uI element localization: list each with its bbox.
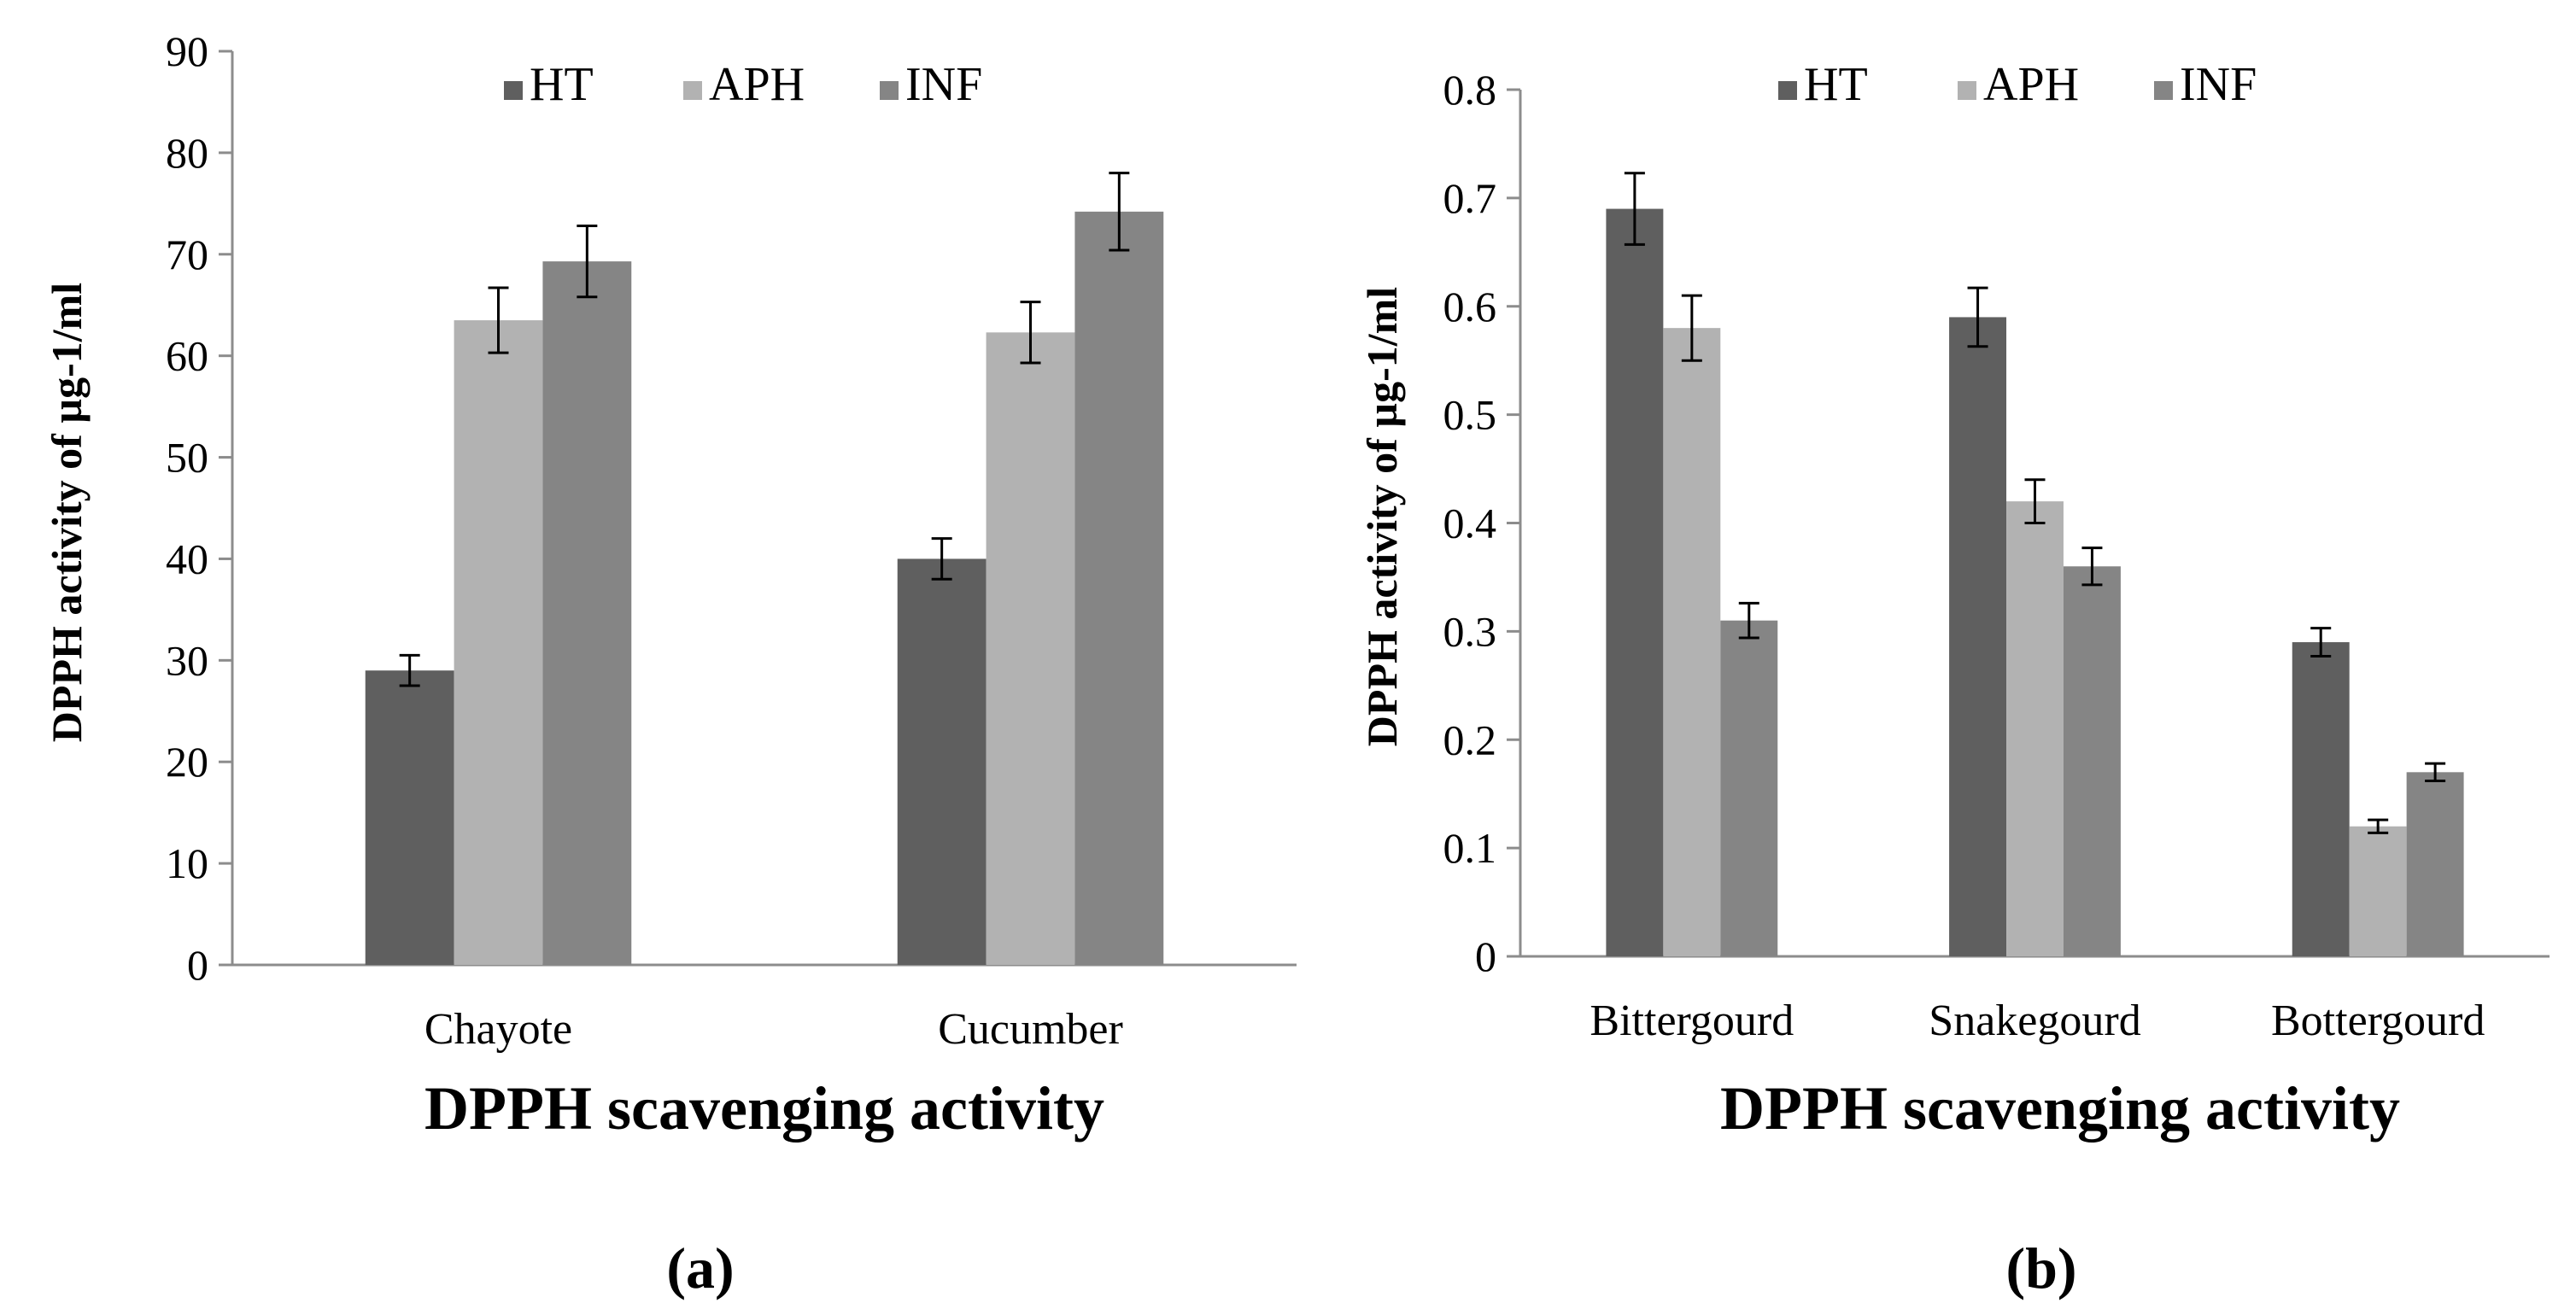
- bar-ht: [1606, 208, 1664, 956]
- error-bar: [1109, 172, 1130, 252]
- error-bar: [1738, 601, 1759, 640]
- y-tick-label: 30: [166, 636, 208, 684]
- bar-ht: [897, 558, 986, 965]
- x-axis-title: DPPH scavenging activity: [424, 1074, 1104, 1143]
- error-bar: [488, 286, 509, 354]
- chart-panel-b: 0 0.1 0.2 0.3 0.4 0.5 0.6 0.7 0.8 Bittergourd Snak…: [1358, 58, 2550, 1300]
- y-tick-label: 0.6: [1443, 283, 1497, 330]
- y-tick-label: 0: [187, 941, 208, 989]
- y-axis-title: DPPH activity of µg-1/ml: [43, 283, 91, 743]
- error-bar: [931, 537, 952, 581]
- y-tick-label: 60: [166, 332, 208, 380]
- y-tick-label: 90: [166, 27, 208, 75]
- chart-panel-a: 0 10 20 30 40 50 60 70 80 90 Chayote Cucumber HT APH I…: [43, 27, 1297, 1300]
- bar-inf: [1074, 211, 1164, 965]
- legend-label-ht: HT: [530, 58, 594, 111]
- bar-aph: [1663, 328, 1721, 956]
- y-tick-label: 0.1: [1443, 824, 1497, 872]
- bar-aph: [986, 332, 1075, 965]
- bar-inf: [1720, 620, 1778, 956]
- bar-inf: [2063, 566, 2121, 956]
- error-bar: [2024, 478, 2046, 524]
- bar-ht: [1949, 317, 2007, 956]
- error-bar: [2081, 546, 2103, 587]
- panel-label: (a): [666, 1236, 734, 1300]
- y-tick-label: 0.8: [1443, 66, 1497, 114]
- y-axis-title: DPPH activity of µg-1/ml: [1358, 287, 1406, 747]
- y-tick-label: 0.4: [1443, 500, 1497, 547]
- error-bar: [2368, 818, 2389, 834]
- y-tick-label: 50: [166, 434, 208, 482]
- legend-label-ht: HT: [1804, 58, 1868, 111]
- panel-label: (b): [2005, 1236, 2076, 1300]
- y-tick-label: 10: [166, 839, 208, 887]
- y-tick-label: 80: [166, 129, 208, 177]
- bar-inf: [542, 261, 632, 966]
- y-tick-label: 70: [166, 231, 208, 278]
- x-category-label: Bottergourd: [2271, 996, 2485, 1045]
- error-bar: [577, 224, 598, 299]
- error-bar: [1020, 301, 1041, 365]
- bar-ht: [365, 670, 454, 965]
- error-bar: [2425, 762, 2446, 782]
- x-category-label: Bittergourd: [1590, 996, 1794, 1045]
- legend-swatch-ht: [504, 81, 523, 100]
- error-bar: [399, 653, 420, 687]
- error-bar: [1624, 172, 1645, 246]
- x-category-label: Cucumber: [938, 1005, 1123, 1054]
- legend-swatch-inf: [880, 81, 899, 100]
- x-category-label: Chayote: [424, 1005, 572, 1054]
- bar-inf: [2406, 772, 2464, 956]
- error-bar: [1681, 294, 1702, 362]
- legend-label-inf: INF: [2180, 58, 2257, 111]
- y-tick-label: 40: [166, 535, 208, 582]
- bar-aph: [2349, 826, 2407, 956]
- error-bar: [1967, 286, 1988, 348]
- y-tick-label: 0.2: [1443, 716, 1497, 763]
- legend-label-inf: INF: [905, 58, 982, 111]
- bar-ht: [2292, 642, 2350, 956]
- x-axis-title: DPPH scavenging activity: [1720, 1074, 2400, 1143]
- legend-swatch-inf: [2154, 81, 2173, 100]
- legend-swatch-aph: [683, 81, 702, 100]
- y-tick-label: 0.7: [1443, 174, 1497, 222]
- legend-swatch-aph: [1958, 81, 1976, 100]
- legend-label-aph: APH: [1983, 58, 2079, 111]
- y-tick-label: 0.3: [1443, 607, 1497, 655]
- bar-aph: [454, 320, 543, 965]
- error-bar: [2310, 627, 2332, 658]
- legend-label-aph: APH: [709, 58, 805, 111]
- y-tick-label: 0: [1475, 932, 1496, 980]
- legend-swatch-ht: [1778, 81, 1797, 100]
- y-tick-label: 20: [166, 738, 208, 786]
- x-category-label: Snakegourd: [1929, 996, 2140, 1045]
- bar-aph: [2006, 501, 2064, 956]
- y-tick-label: 0.5: [1443, 391, 1497, 439]
